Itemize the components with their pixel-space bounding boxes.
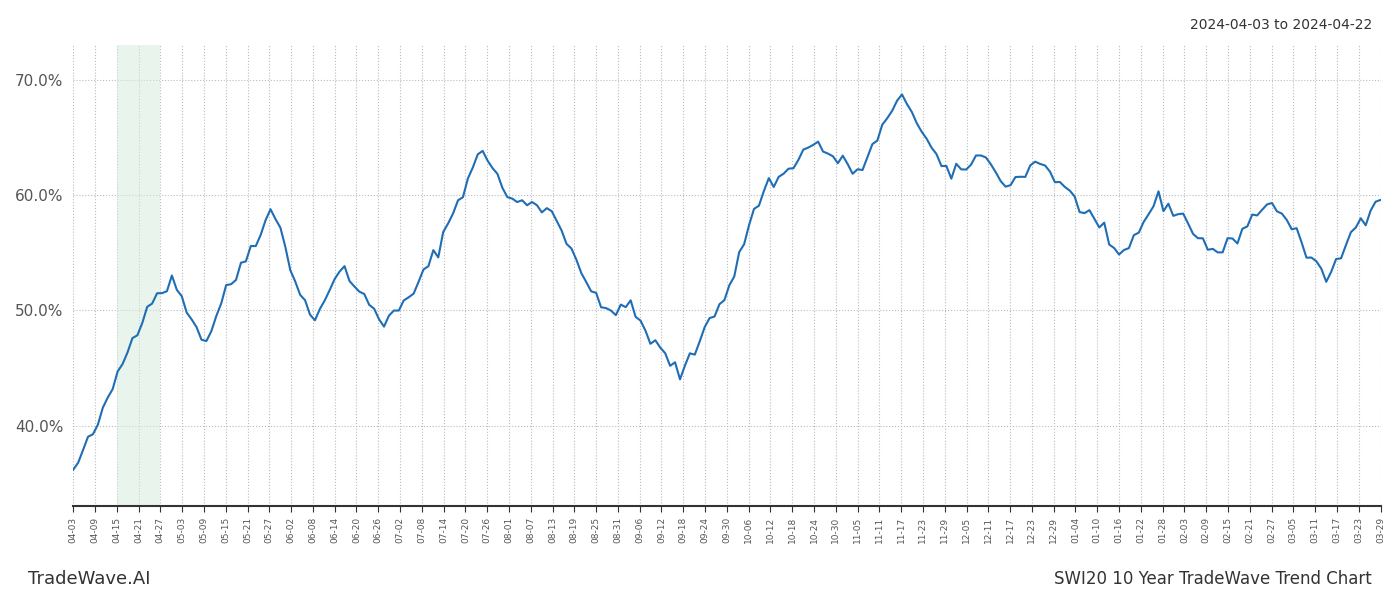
- Bar: [116, 45, 161, 506]
- Text: TradeWave.AI: TradeWave.AI: [28, 570, 151, 588]
- Text: SWI20 10 Year TradeWave Trend Chart: SWI20 10 Year TradeWave Trend Chart: [1054, 570, 1372, 588]
- Text: 2024-04-03 to 2024-04-22: 2024-04-03 to 2024-04-22: [1190, 18, 1372, 32]
